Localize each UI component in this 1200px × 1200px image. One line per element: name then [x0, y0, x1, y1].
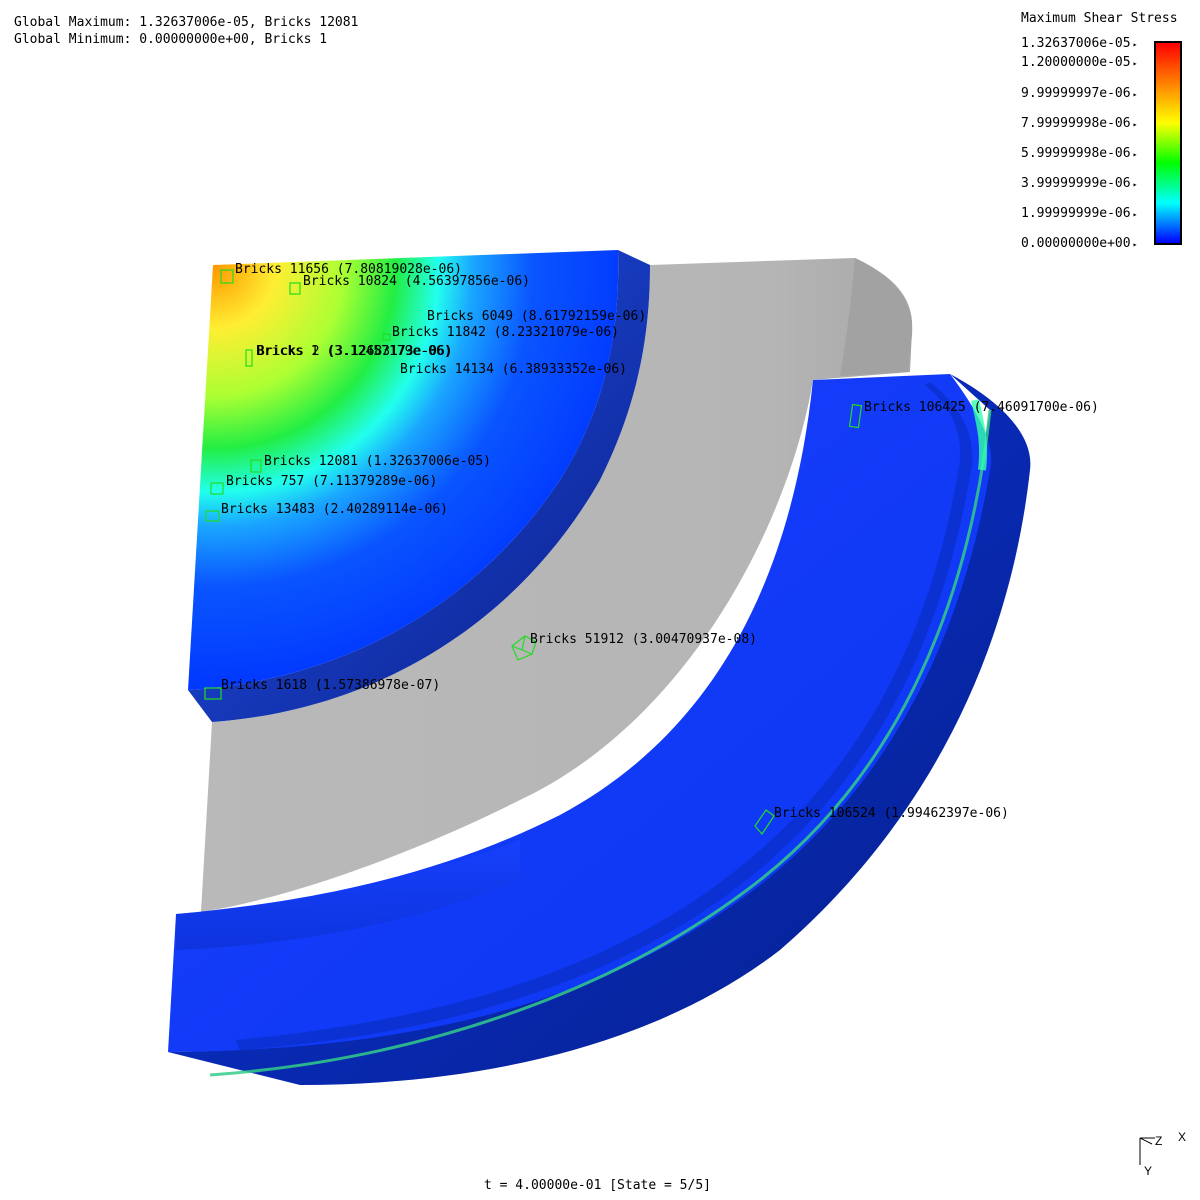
brick-markers	[204, 269, 863, 835]
brick-marker	[210, 482, 224, 495]
brick-marker	[848, 403, 863, 429]
brick-label: Bricks 1618 (1.57386978e-07)	[221, 678, 441, 693]
brick-label: Bricks 6049 (8.61792159e-06)	[427, 309, 647, 324]
steel-ring	[201, 258, 913, 912]
legend-title: Maximum Shear Stress	[1021, 11, 1178, 26]
colorbar-gradient	[1156, 43, 1180, 243]
brick-label: Bricks 106524 (1.99462397e-06)	[774, 806, 1009, 821]
brick-marker	[754, 809, 775, 835]
axis-z-label: Z	[1155, 1134, 1162, 1148]
brick-label: Bricks 51912 (3.00470937e-08)	[530, 632, 757, 647]
lower-ring-top	[168, 374, 992, 1052]
legend-label: 7.99999998e-06 ▸	[1021, 116, 1138, 131]
brick-marker	[250, 459, 262, 473]
brick-label: Bricks 2 (3.12683173e-06)	[257, 344, 453, 359]
brick-label: Bricks 757 (7.11379289e-06)	[226, 474, 438, 489]
legend-label: 1.32637006e-05 ▸	[1021, 36, 1138, 51]
brick-label: Bricks 10824 (4.56397856e-06)	[303, 274, 530, 289]
upper-ring-rim	[188, 250, 650, 722]
brick-marker	[289, 282, 301, 295]
brick-label: Bricks 13483 (2.40289114e-06)	[221, 502, 448, 517]
global-minimum-text: Global Minimum: 0.00000000e+00, Bricks 1	[14, 32, 328, 47]
brick-marker	[245, 349, 253, 367]
legend-label: 0.00000000e+00 ▸	[1021, 236, 1138, 251]
brick-marker	[205, 510, 220, 522]
legend-label: 5.99999998e-06 ▸	[1021, 146, 1138, 161]
lower-ring-highlight-line	[209, 409, 992, 1077]
lower-ring-highlight-glow	[971, 399, 988, 471]
brick-marker	[511, 635, 537, 661]
brick-label: Bricks 106425 (7.46091700e-06)	[864, 400, 1099, 415]
brick-marker	[220, 269, 234, 284]
brick-label: Bricks 12081 (1.32637006e-05)	[264, 454, 491, 469]
state-time-text: t = 4.00000e-01 [State = 5/5]	[484, 1178, 711, 1193]
legend-label: 9.99999997e-06 ▸	[1021, 86, 1138, 101]
upper-ring-face	[188, 250, 619, 690]
axis-z-line	[1139, 1137, 1153, 1145]
legend-colorbar	[1154, 41, 1182, 245]
steel-ring-end	[840, 258, 913, 376]
axis-y-label: Y	[1144, 1164, 1152, 1178]
lower-ring-outer-side	[168, 374, 1031, 1085]
legend-label: 3.99999999e-06 ▸	[1021, 176, 1138, 191]
global-maximum-text: Global Maximum: 1.32637006e-05, Bricks 1…	[14, 15, 359, 30]
axis-x-label: X	[1178, 1130, 1186, 1144]
brick-label: Bricks 14134 (6.38933352e-06)	[400, 362, 627, 377]
axis-triad: X Z Y	[1139, 1130, 1186, 1178]
brick-marker	[204, 687, 222, 700]
legend-label: 1.99999999e-06 ▸	[1021, 206, 1138, 221]
lower-ring-front	[176, 840, 520, 950]
brick-label: Bricks 11842 (8.23321079e-06)	[392, 325, 619, 340]
brick-label: Bricks 11656 (7.80819028e-06)	[235, 262, 462, 277]
brick-label: Bricks 1 (3.12457179e-06)	[256, 344, 452, 359]
brick-marker	[382, 333, 391, 341]
legend-label: 1.20000000e-05 ▸	[1021, 55, 1138, 70]
